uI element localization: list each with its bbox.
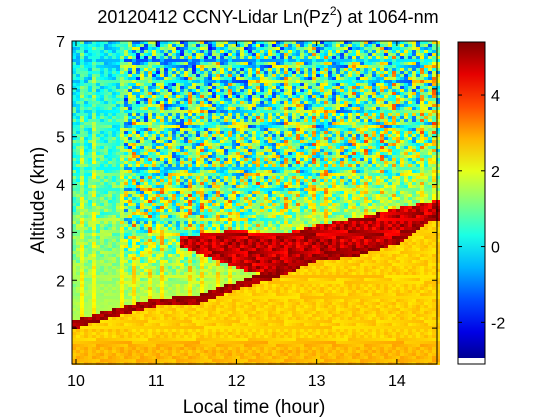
x-tick-label: 11 — [148, 373, 165, 390]
colorbar-tick-label: 4 — [491, 88, 500, 105]
colorbar-frame — [457, 41, 486, 365]
y-tick-label: 7 — [56, 34, 65, 51]
y-tick-label: 4 — [56, 178, 65, 195]
plot-area — [72, 41, 440, 365]
y-axis-label: Altitude (km) — [28, 147, 49, 254]
colorbar-cap — [458, 358, 485, 364]
colorbar: -2 0 2 4 — [457, 41, 505, 365]
colorbar-tick-label: -2 — [491, 315, 505, 332]
chart-title-superscript: 2 — [330, 4, 337, 18]
chart-title-main: 20120412 CCNY-Lidar Ln(Pz — [97, 7, 329, 27]
x-tick-label: 12 — [228, 373, 246, 390]
x-tick-label: 10 — [67, 373, 85, 390]
plot-frame — [71, 40, 438, 365]
x-tick-label: 14 — [388, 373, 406, 390]
y-tick-label: 3 — [56, 225, 65, 242]
y-tick-label: 6 — [56, 82, 65, 99]
x-axis-label: Local time (hour) — [183, 397, 326, 418]
y-tick-label: 2 — [56, 273, 65, 290]
y-tick-label: 1 — [56, 321, 65, 338]
chart-title-suffix: ) at 1064-nm — [337, 7, 439, 27]
colorbar-tick-label: 0 — [491, 240, 500, 257]
y-tick-label: 5 — [56, 130, 65, 147]
chart-title: 20120412 CCNY-Lidar Ln(Pz2) at 1064-nm — [97, 4, 438, 27]
colorbar-tick-label: 2 — [491, 164, 500, 181]
colorbar-gradient — [458, 42, 485, 364]
x-tick-label: 13 — [308, 373, 326, 390]
